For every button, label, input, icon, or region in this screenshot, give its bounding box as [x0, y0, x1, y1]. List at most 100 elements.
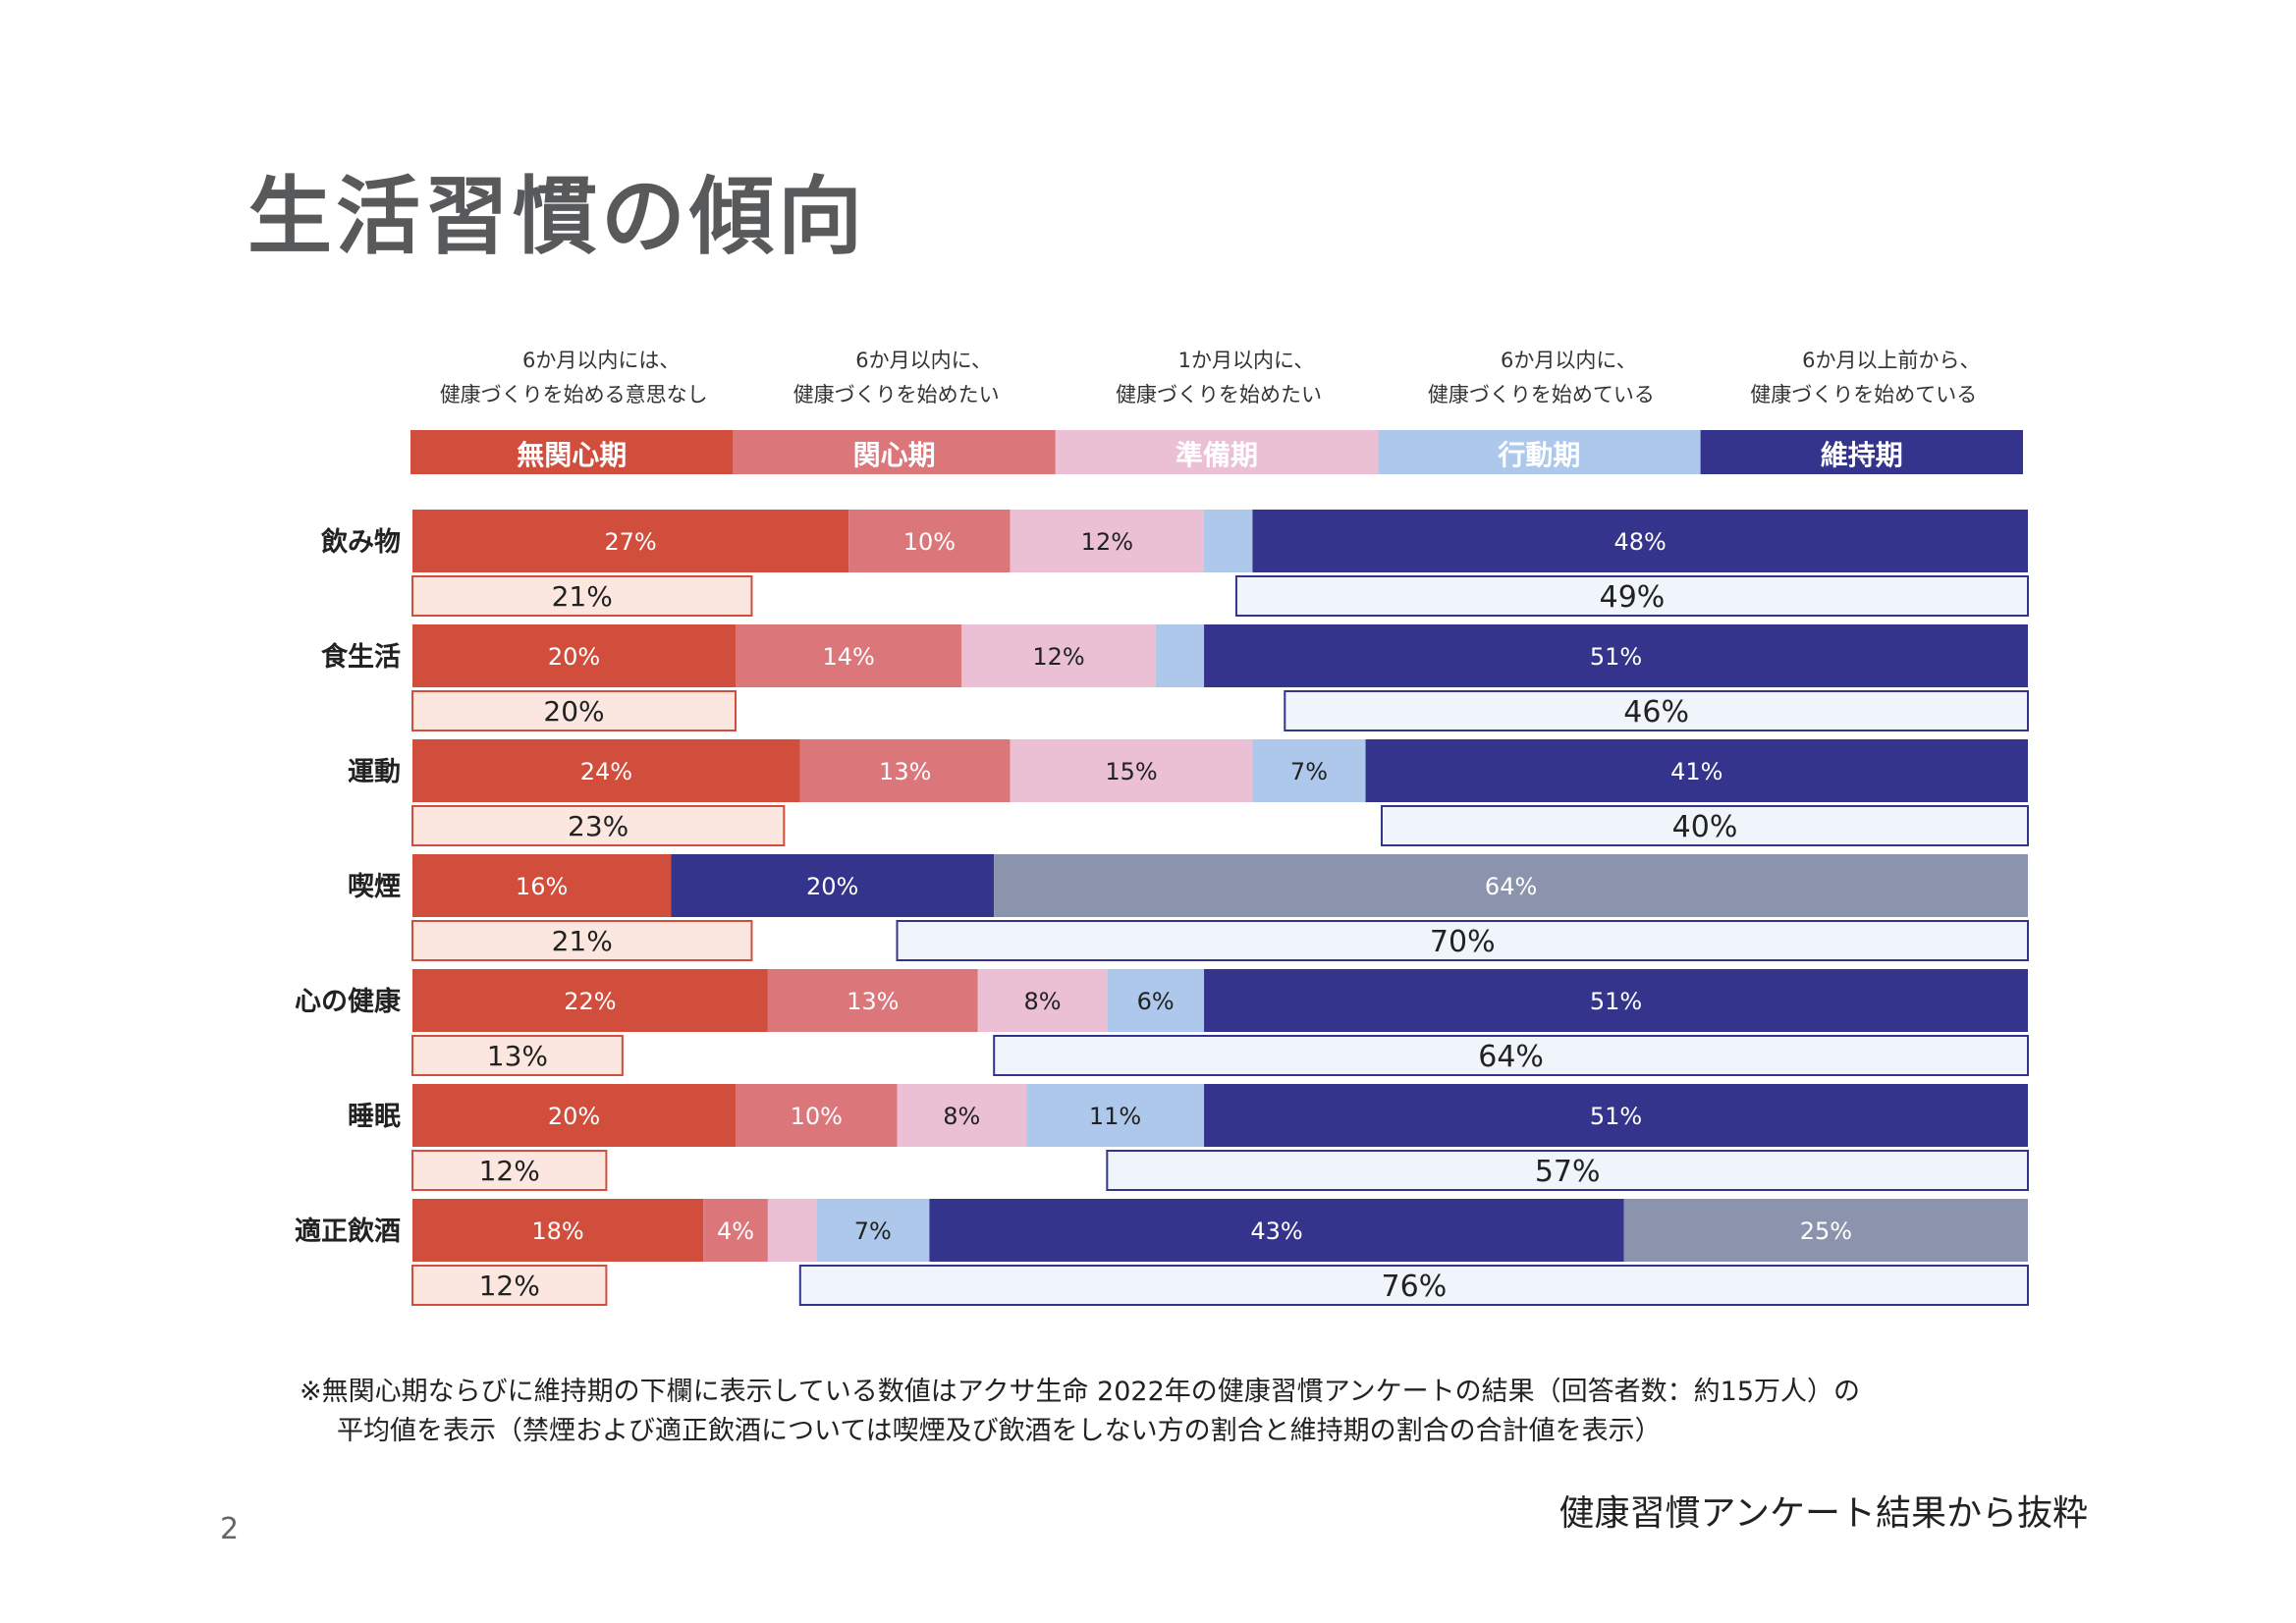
avg-iji-label: 49% — [1600, 580, 1666, 615]
bar-label-kanshin: 10% — [791, 1103, 843, 1130]
bar-segment-mukanshin — [412, 1084, 736, 1147]
avg-iji-label: 40% — [1672, 810, 1738, 844]
bar-segment-kodo — [1155, 624, 1205, 687]
bar-segment-other — [1623, 1199, 2028, 1262]
footnote-line-1: ※無関心期ならびに維持期の下欄に表示している数値はアクサ生命 2022年の健康習… — [300, 1377, 1861, 1407]
bar-label-junbi: 12% — [1032, 643, 1084, 671]
stage-header-iji — [1700, 430, 2023, 474]
bar-segment-kanshin — [799, 739, 1011, 802]
avg-mukanshin-box — [411, 805, 786, 846]
avg-iji-box — [798, 1265, 2029, 1306]
row-label: 飲み物 — [320, 526, 401, 558]
bar-segment-iji — [1204, 624, 2028, 687]
stage-header-mukanshin — [410, 430, 734, 474]
avg-iji-box — [1284, 690, 2030, 731]
source-note: 健康習慣アンケート結果から抜粋 — [1558, 1493, 2088, 1534]
bar-segment-iji — [1365, 739, 2028, 802]
bar-segment-iji — [1204, 1084, 2028, 1147]
bar-segment-junbi — [897, 1084, 1027, 1147]
stage-desc-line1-mukanshin: 6か月以内には、 — [522, 349, 680, 372]
avg-mukanshin-label: 12% — [479, 1155, 540, 1187]
row-label: 喫煙 — [348, 872, 401, 902]
avg-mukanshin-box — [411, 1150, 608, 1191]
avg-iji-label: 70% — [1430, 925, 1496, 959]
bar-segment-mukanshin — [412, 1199, 704, 1262]
bar-label-other: 64% — [1485, 873, 1537, 900]
bar-segment-mukanshin — [412, 624, 736, 687]
stage-header-label-mukanshin: 無関心期 — [517, 439, 627, 471]
bar-segment-kodo — [1107, 969, 1205, 1032]
bar-segment-other — [994, 854, 2029, 917]
bar-label-mukanshin: 20% — [548, 643, 600, 671]
bar-segment-kodo — [1026, 1084, 1205, 1147]
page-title: 生活習慣の傾向 — [247, 168, 866, 266]
avg-mukanshin-label: 13% — [487, 1040, 548, 1072]
avg-mukanshin-label: 20% — [543, 695, 604, 728]
bar-label-iji: 20% — [806, 873, 858, 900]
avg-iji-box — [993, 1035, 2030, 1076]
page-number: 2 — [220, 1512, 240, 1546]
bar-label-junbi: 12% — [1081, 528, 1133, 556]
bar-label-kanshin: 14% — [822, 643, 874, 671]
bar-segment-junbi — [1010, 510, 1205, 572]
row-label: 睡眠 — [348, 1102, 401, 1132]
bar-segment-iji — [929, 1199, 1624, 1262]
bar-label-kanshin: 4% — [717, 1217, 754, 1245]
row-label: 運動 — [348, 757, 401, 787]
bar-label-mukanshin: 18% — [531, 1217, 583, 1245]
bar-segment-kodo — [816, 1199, 930, 1262]
avg-iji-box — [1381, 805, 2029, 846]
avg-mukanshin-box — [411, 1035, 624, 1076]
avg-iji-box — [1106, 1150, 2029, 1191]
avg-iji-box — [1234, 575, 2029, 617]
stage-desc-line2-junbi: 健康づくりを始めたい — [1116, 383, 1322, 406]
row-label: 食生活 — [321, 641, 401, 673]
stage-desc-line2-iji: 健康づくりを始めている — [1750, 383, 1977, 406]
bar-segment-iji — [1204, 969, 2028, 1032]
stage-header-kodo — [1378, 430, 1701, 474]
bar-segment-kanshin — [848, 510, 1011, 572]
bar-label-kanshin: 10% — [903, 528, 956, 556]
bar-label-iji: 48% — [1614, 528, 1667, 556]
avg-mukanshin-box — [411, 575, 753, 617]
avg-mukanshin-label: 23% — [568, 810, 629, 842]
bar-label-kanshin: 13% — [847, 988, 899, 1015]
stage-desc-line2-kanshin: 健康づくりを始めたい — [793, 383, 1000, 406]
stage-header-label-iji: 維持期 — [1821, 439, 1903, 471]
bar-label-mukanshin: 20% — [548, 1103, 600, 1130]
bar-label-junbi: 8% — [943, 1103, 980, 1130]
bar-segment-kanshin — [736, 624, 962, 687]
bar-label-iji: 43% — [1250, 1217, 1302, 1245]
avg-iji-label: 76% — [1382, 1270, 1448, 1304]
bar-label-kodo: 7% — [1290, 758, 1328, 785]
footnote: ※無関心期ならびに維持期の下欄に表示している数値はアクサ生命 2022年の健康習… — [300, 1373, 2126, 1451]
bar-segment-iji — [1252, 510, 2028, 572]
avg-iji-label: 64% — [1478, 1040, 1544, 1074]
avg-mukanshin-label: 12% — [479, 1270, 540, 1302]
bar-segment-kanshin — [703, 1199, 768, 1262]
bar-label-mukanshin: 27% — [604, 528, 656, 556]
bar-segment-junbi — [1010, 739, 1253, 802]
bar-label-kodo: 11% — [1089, 1103, 1141, 1130]
stage-header-junbi — [1055, 430, 1379, 474]
bar-label-kanshin: 13% — [879, 758, 931, 785]
bar-segment-mukanshin — [412, 739, 800, 802]
bar-label-iji: 41% — [1670, 758, 1722, 785]
avg-iji-label: 46% — [1623, 695, 1689, 730]
stage-header-kanshin — [733, 430, 1056, 474]
stage-header-label-kanshin: 関心期 — [853, 439, 936, 471]
bar-segment-kanshin — [767, 969, 978, 1032]
stage-desc-line2-mukanshin: 健康づくりを始める意思なし — [440, 383, 708, 406]
avg-iji-box — [896, 920, 2029, 961]
bar-segment-mukanshin — [412, 510, 849, 572]
stage-desc-line1-iji: 6か月以上前から、 — [1802, 349, 1980, 372]
bar-label-iji: 51% — [1590, 988, 1642, 1015]
bar-label-junbi: 15% — [1105, 758, 1157, 785]
stage-desc-line1-junbi: 1か月以内に、 — [1178, 349, 1315, 372]
stage-header-label-kodo: 行動期 — [1497, 439, 1580, 471]
bar-label-mukanshin: 22% — [564, 988, 616, 1015]
bar-segment-mukanshin — [412, 854, 672, 917]
avg-mukanshin-box — [411, 1265, 608, 1306]
bar-label-mukanshin: 24% — [580, 758, 632, 785]
